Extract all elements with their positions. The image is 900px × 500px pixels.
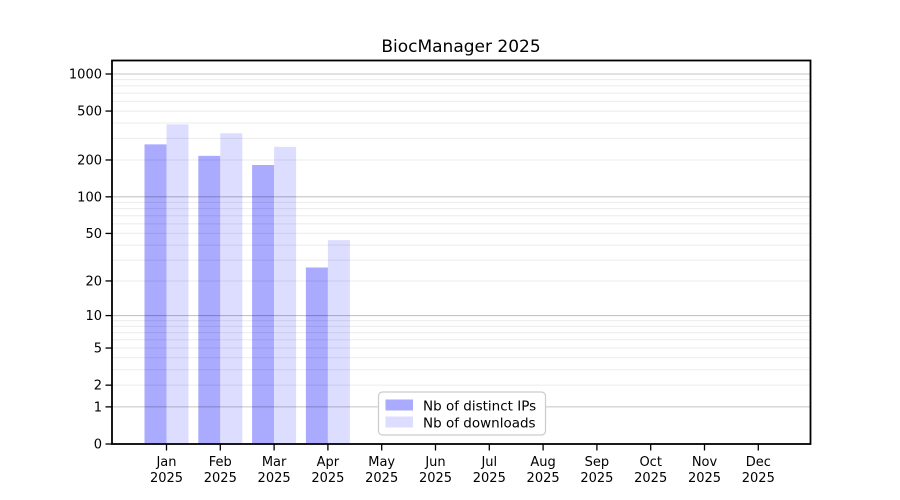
x-tick-label-year-nov: 2025 (688, 471, 721, 486)
chart-title: BiocManager 2025 (381, 37, 540, 57)
bar-feb-nb-of-downloads (220, 133, 243, 444)
x-tick-label-year-feb: 2025 (204, 471, 237, 486)
legend-box (377, 391, 547, 436)
x-tick-label-month-may: May (368, 455, 395, 470)
axis-ticks-layer (105, 73, 759, 451)
legend-swatch-downloads (385, 416, 413, 428)
x-tick-label-year-sep: 2025 (580, 471, 613, 486)
bar-jan-nb-of-downloads (166, 124, 189, 444)
x-tick-label-year-apr: 2025 (311, 471, 344, 486)
x-tick-label-month-mar: Mar (262, 455, 287, 470)
legend-label-downloads: Nb of downloads (423, 416, 536, 432)
x-tick-label-year-may: 2025 (365, 471, 398, 486)
x-tick-label-year-jun: 2025 (419, 471, 452, 486)
x-tick-label-month-nov: Nov (692, 455, 718, 470)
bar-apr-nb-of-downloads (327, 240, 350, 444)
y-tick-label-20: 20 (85, 274, 102, 289)
x-tick-label-year-aug: 2025 (527, 471, 560, 486)
y-tick-label-500: 500 (77, 105, 102, 120)
y-tick-label-2: 2 (94, 379, 102, 394)
x-tick-label-month-sep: Sep (585, 455, 610, 470)
x-tick-label-month-jan: Jan (155, 455, 176, 470)
x-tick-label-year-mar: 2025 (258, 471, 291, 486)
y-tick-label-1000: 1000 (69, 68, 102, 83)
bar-mar-nb-of-distinct-ips (252, 165, 275, 444)
y-tick-label-5: 5 (94, 342, 102, 357)
x-tick-label-month-aug: Aug (530, 455, 555, 470)
x-tick-label-month-dec: Dec (746, 455, 771, 470)
y-tick-label-200: 200 (77, 153, 102, 168)
bars-layer (144, 124, 350, 444)
legend-swatch-distinct-ips (385, 399, 413, 411)
y-tick-label-10: 10 (85, 309, 102, 324)
legend: Nb of distinct IPs Nb of downloads (377, 391, 547, 436)
axis-labels-layer: 01251020501002005001000Jan2025Feb2025Mar… (69, 68, 775, 487)
x-tick-label-month-jul: Jul (480, 455, 497, 470)
x-tick-label-month-apr: Apr (317, 455, 340, 470)
bar-apr-nb-of-distinct-ips (305, 267, 328, 444)
bar-jan-nb-of-distinct-ips (144, 144, 167, 444)
x-tick-label-year-oct: 2025 (634, 471, 667, 486)
y-tick-label-100: 100 (77, 190, 102, 205)
x-tick-label-month-jun: Jun (424, 455, 445, 470)
plot-frame (111, 59, 812, 445)
x-tick-label-year-jul: 2025 (473, 471, 506, 486)
y-tick-label-1: 1 (94, 400, 102, 415)
x-tick-label-month-feb: Feb (209, 455, 232, 470)
y-tick-label-0: 0 (94, 438, 102, 453)
x-tick-label-year-dec: 2025 (742, 471, 775, 486)
x-tick-label-year-jan: 2025 (150, 471, 183, 486)
bar-mar-nb-of-downloads (274, 146, 297, 444)
y-tick-label-50: 50 (85, 227, 102, 242)
bar-feb-nb-of-distinct-ips (198, 155, 221, 444)
x-tick-label-month-oct: Oct (639, 455, 661, 470)
legend-label-distinct-ips: Nb of distinct IPs (423, 399, 536, 415)
